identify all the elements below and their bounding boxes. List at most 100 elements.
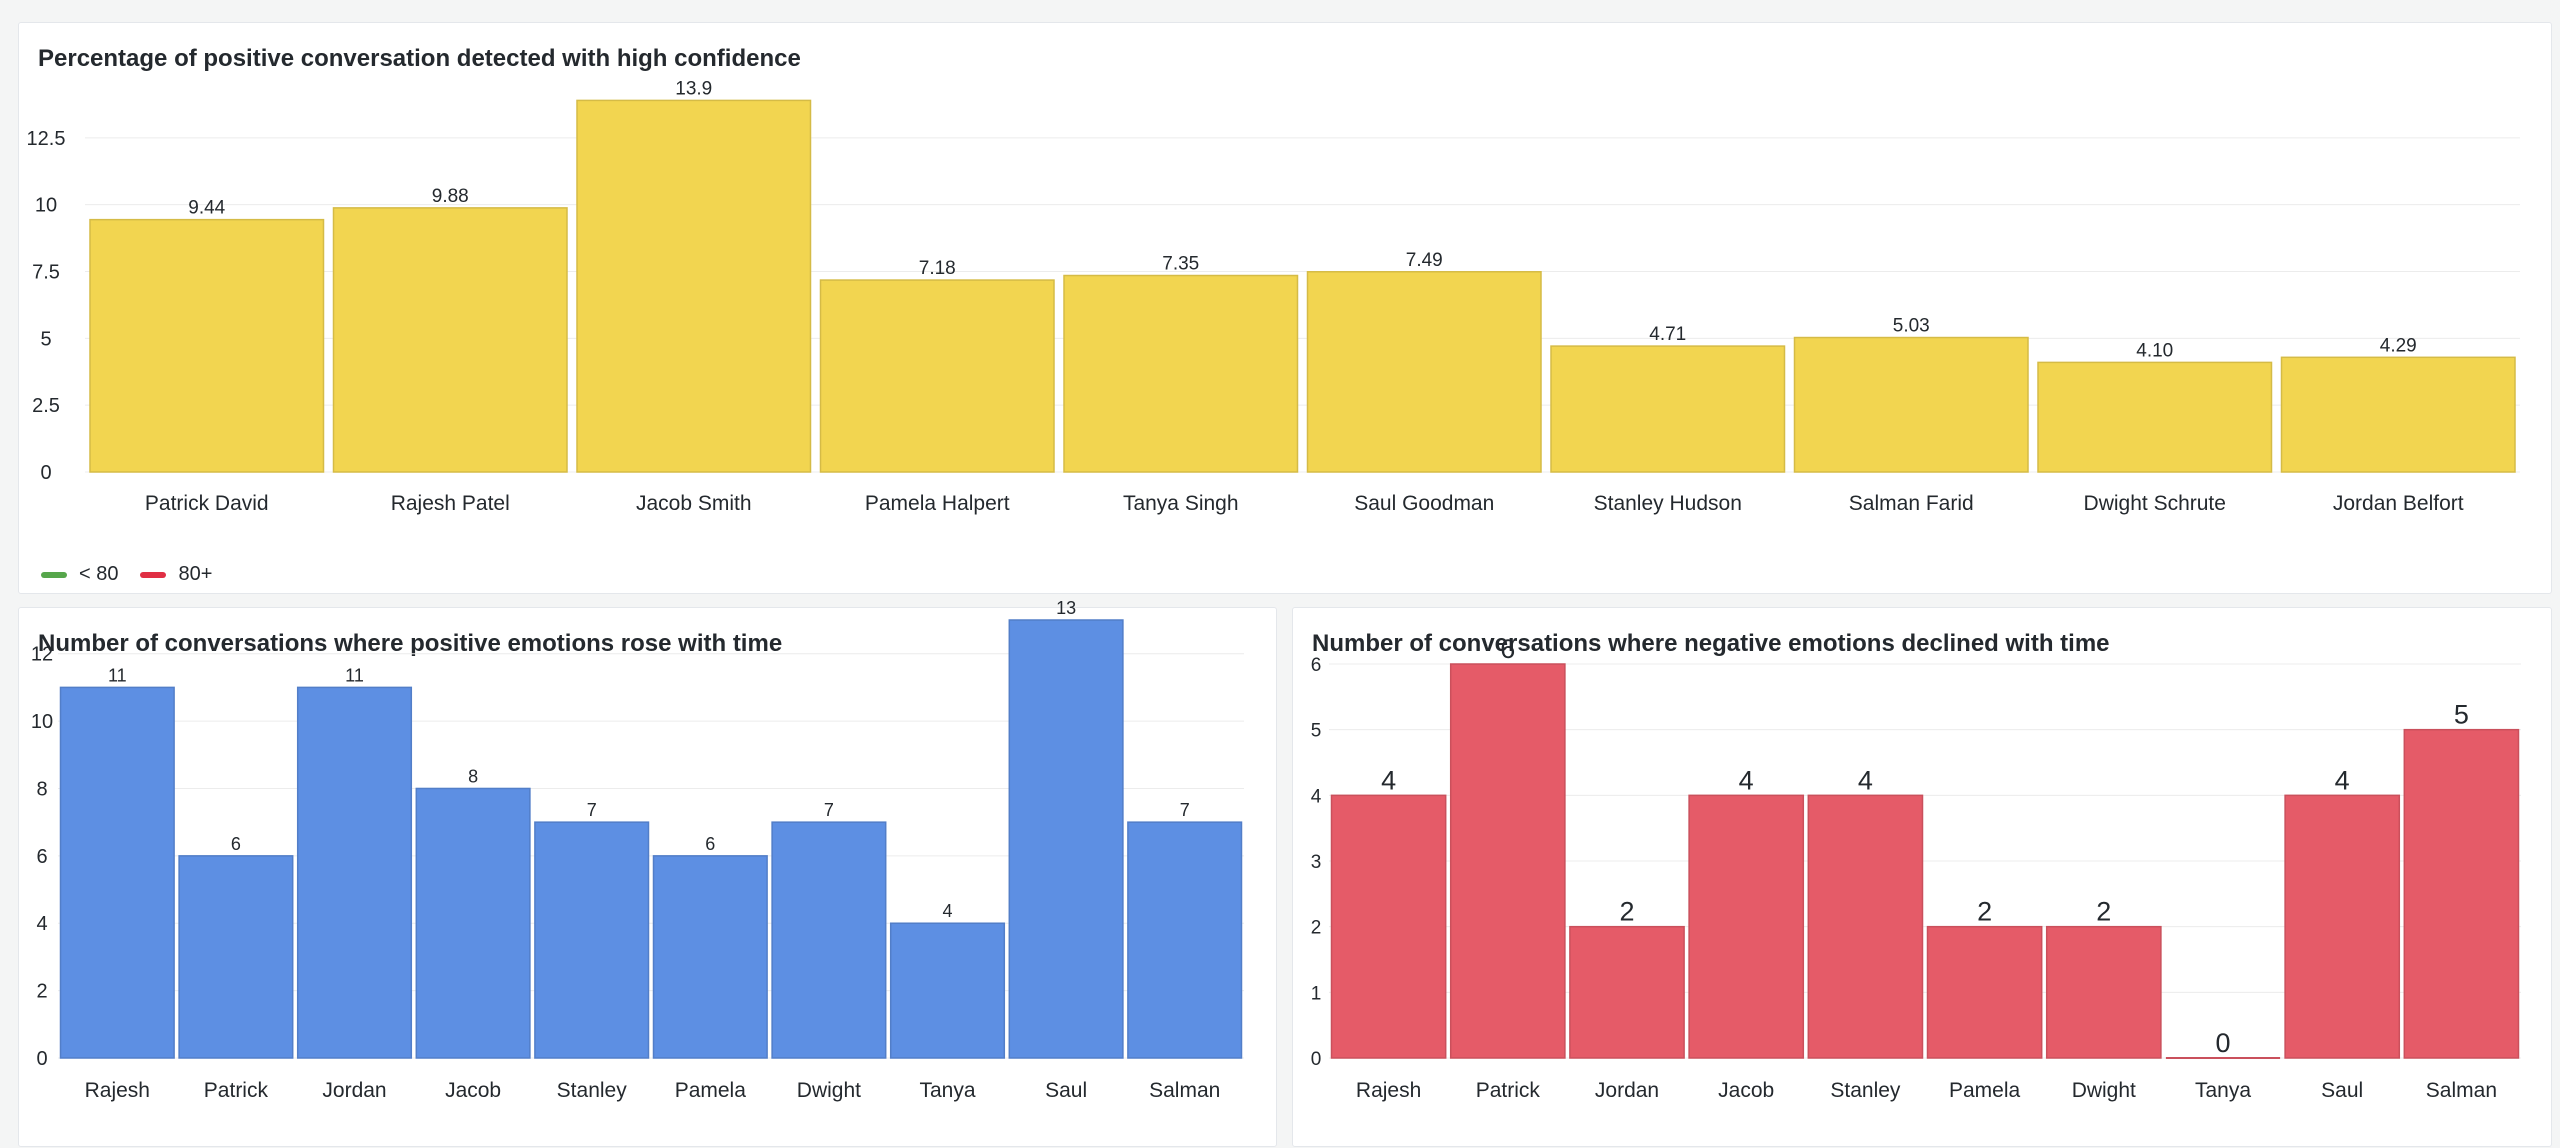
bar xyxy=(332,207,568,473)
bar-value-label: 7 xyxy=(824,800,834,820)
bar xyxy=(2045,925,2162,1059)
y-tick-label: 4 xyxy=(36,913,47,935)
chart-positive-rose: 0 2 4 6 8 10 12 11 Rajesh 6 Patrick 11 Jordan 8 Jacob 7… xyxy=(31,598,1244,1102)
x-category-label: Jordan xyxy=(1595,1079,1659,1102)
bar-value-label: 13 xyxy=(1056,598,1076,618)
x-category-label: Pamela xyxy=(1949,1079,2021,1102)
x-category-label: Salman xyxy=(2426,1079,2497,1102)
x-category-label: Stanley Hudson xyxy=(1594,492,1742,515)
legend-item-under-80[interactable]: < 80 xyxy=(41,563,118,586)
bar-value-label: 8 xyxy=(468,766,478,786)
bar-value-label: 7.35 xyxy=(1162,254,1199,275)
x-category-label: Patrick David xyxy=(145,492,269,515)
y-tick-label: 0 xyxy=(1311,1049,1322,1070)
bar xyxy=(2403,728,2520,1059)
y-tick-label: 12.5 xyxy=(27,128,66,150)
y-tick-label: 2 xyxy=(1311,918,1322,939)
x-category-label: Salman Farid xyxy=(1849,492,1974,515)
bar-value-label: 13.9 xyxy=(675,78,712,99)
bar-value-label: 4.71 xyxy=(1649,324,1686,345)
x-category-label: Tanya xyxy=(919,1079,975,1102)
bar-value-label: 4.29 xyxy=(2380,335,2417,356)
bar xyxy=(1569,925,1685,1059)
bar xyxy=(296,686,413,1059)
bar xyxy=(1063,274,1299,473)
bar xyxy=(1793,336,2029,473)
bar xyxy=(889,922,1006,1059)
bar xyxy=(1807,794,1924,1059)
x-category-label: Saul Goodman xyxy=(1354,492,1494,515)
bar-value-label: 7 xyxy=(587,800,597,820)
x-category-label: Pamela xyxy=(675,1079,747,1102)
bar-value-label: 7.18 xyxy=(919,258,956,279)
bar-value-label: 2 xyxy=(1619,897,1634,927)
bar-value-label: 4 xyxy=(1739,765,1754,795)
legend-swatch-red xyxy=(140,571,167,578)
bar-value-label: 5.03 xyxy=(1893,316,1930,337)
x-category-label: Jordan xyxy=(322,1079,386,1102)
x-category-label: Jacob xyxy=(445,1079,501,1102)
y-tick-label: 1 xyxy=(1311,983,1322,1004)
y-tick-label: 6 xyxy=(1311,655,1322,676)
x-category-label: Saul xyxy=(1045,1079,1087,1102)
bar xyxy=(1688,794,1805,1059)
bar-value-label: 4 xyxy=(2335,765,2350,795)
y-tick-label: 5 xyxy=(1311,721,1322,742)
bar xyxy=(771,821,887,1059)
legend-label: < 80 xyxy=(79,563,119,585)
panel-title: Number of conversations where positive e… xyxy=(38,630,783,657)
bar xyxy=(59,686,175,1059)
legend-label: 80+ xyxy=(178,563,213,585)
x-category-label: Rajesh Patel xyxy=(391,492,510,515)
bar-value-label: 2 xyxy=(2096,897,2111,927)
y-tick-label: 8 xyxy=(36,778,47,800)
y-tick-label: 2 xyxy=(36,981,47,1003)
y-tick-label: 10 xyxy=(31,711,53,733)
y-tick-label: 4 xyxy=(1311,786,1322,807)
bar xyxy=(1306,271,1542,473)
bar-value-label: 11 xyxy=(108,665,127,685)
x-category-label: Rajesh xyxy=(85,1079,150,1102)
x-category-label: Saul xyxy=(2321,1079,2363,1102)
bar xyxy=(1550,345,1786,473)
panel-title: Percentage of positive conversation dete… xyxy=(38,45,801,72)
bar-value-label: 11 xyxy=(345,665,364,685)
bar xyxy=(1449,663,1566,1059)
y-tick-label: 5 xyxy=(40,328,51,350)
y-tick-label: 0 xyxy=(40,462,51,484)
chart-positive-confidence: 0 2.5 5 7.5 10 12.5 9.44 Patrick David 9.88 Rajes… xyxy=(27,78,2520,515)
bar xyxy=(652,855,768,1059)
y-tick-label: 6 xyxy=(36,846,47,868)
y-tick-label: 0 xyxy=(36,1048,47,1070)
x-category-label: Jacob Smith xyxy=(636,492,752,515)
legend-item-80-plus[interactable]: 80+ xyxy=(140,563,212,586)
x-category-label: Stanley xyxy=(557,1079,628,1102)
bar xyxy=(2284,794,2401,1059)
bar-value-label: 6 xyxy=(1500,634,1515,664)
bar-value-label: 7.49 xyxy=(1406,250,1443,271)
bar-value-label: 4 xyxy=(1858,765,1873,795)
x-category-label: Rajesh xyxy=(1356,1079,1421,1102)
bar-value-label: 0 xyxy=(2215,1028,2230,1058)
panel-title: Number of conversations where negative e… xyxy=(1312,630,2110,657)
bar-value-label: 6 xyxy=(705,834,715,854)
x-category-label: Tanya Singh xyxy=(1123,492,1239,515)
bar xyxy=(576,99,812,473)
bar xyxy=(1926,925,2043,1059)
x-category-label: Salman xyxy=(1149,1079,1220,1102)
x-category-label: Patrick xyxy=(1476,1079,1541,1102)
x-category-label: Jordan Belfort xyxy=(2333,492,2464,515)
bar-value-label: 7 xyxy=(1180,800,1190,820)
y-tick-label: 10 xyxy=(35,195,57,217)
x-category-label: Pamela Halpert xyxy=(865,492,1010,515)
legend: < 80 80+ xyxy=(41,563,212,586)
bar-value-label: 4 xyxy=(1381,765,1396,795)
y-tick-label: 2.5 xyxy=(32,395,60,417)
bar xyxy=(1330,794,1447,1059)
bar xyxy=(178,855,294,1059)
bar-value-label: 5 xyxy=(2454,700,2469,730)
y-tick-label: 12 xyxy=(31,644,53,666)
bar-value-label: 2 xyxy=(1977,897,1992,927)
x-category-label: Dwight xyxy=(797,1079,861,1102)
chart-negative-declined: 0 1 2 3 4 5 6 4 Rajesh 6 Patrick 2 Jordan 4 Jacob 4 Stan… xyxy=(1311,634,2521,1102)
